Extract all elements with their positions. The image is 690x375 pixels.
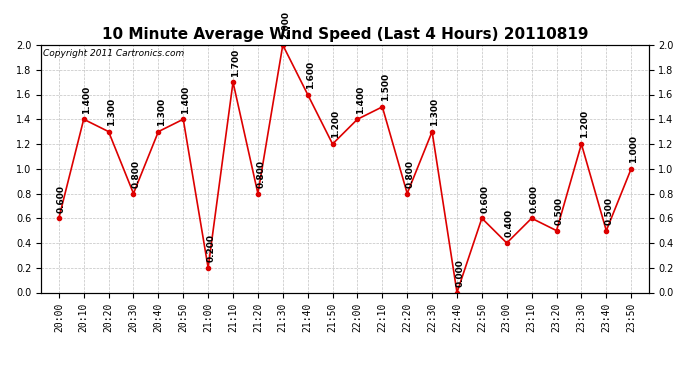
Text: 0.500: 0.500	[555, 197, 564, 225]
Text: 1.200: 1.200	[331, 110, 340, 138]
Text: 0.600: 0.600	[57, 185, 66, 213]
Text: 0.600: 0.600	[530, 185, 539, 213]
Title: 10 Minute Average Wind Speed (Last 4 Hours) 20110819: 10 Minute Average Wind Speed (Last 4 Hou…	[101, 27, 589, 42]
Text: 0.400: 0.400	[505, 209, 514, 237]
Text: 1.300: 1.300	[157, 98, 166, 126]
Text: 2.000: 2.000	[281, 12, 290, 39]
Text: 1.000: 1.000	[629, 135, 638, 163]
Text: 1.600: 1.600	[306, 61, 315, 89]
Text: 0.800: 0.800	[406, 160, 415, 188]
Text: 1.300: 1.300	[431, 98, 440, 126]
Text: 1.500: 1.500	[381, 73, 390, 101]
Text: 1.300: 1.300	[107, 98, 116, 126]
Text: 0.200: 0.200	[206, 234, 215, 262]
Text: 0.800: 0.800	[132, 160, 141, 188]
Text: 1.400: 1.400	[356, 86, 365, 114]
Text: 0.800: 0.800	[256, 160, 265, 188]
Text: 1.700: 1.700	[231, 48, 240, 76]
Text: Copyright 2011 Cartronics.com: Copyright 2011 Cartronics.com	[43, 49, 184, 58]
Text: 1.200: 1.200	[580, 110, 589, 138]
Text: 1.400: 1.400	[82, 86, 91, 114]
Text: 1.400: 1.400	[181, 86, 190, 114]
Text: 0.600: 0.600	[480, 185, 489, 213]
Text: 0.500: 0.500	[604, 197, 613, 225]
Text: 0.000: 0.000	[455, 259, 464, 287]
